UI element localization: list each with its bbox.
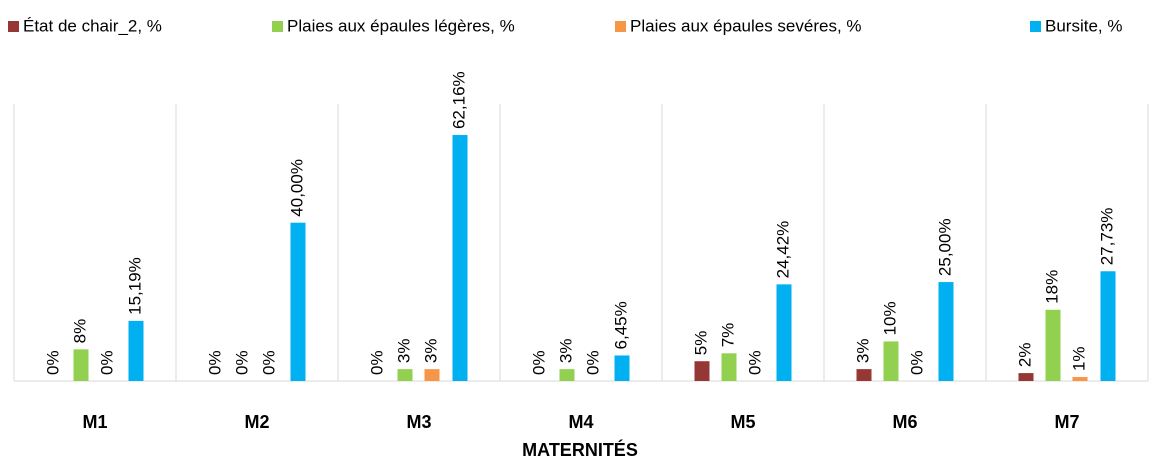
data-label: 5%: [691, 331, 710, 356]
data-label: 2%: [1015, 343, 1034, 368]
data-label: 15,19%: [125, 257, 144, 315]
bar: [128, 320, 144, 381]
data-label: 0%: [97, 350, 116, 375]
data-label: 27,73%: [1097, 208, 1116, 266]
data-label: 1%: [1069, 346, 1088, 371]
bar: [290, 222, 306, 381]
data-label: 24,42%: [773, 221, 792, 279]
data-label: 0%: [43, 350, 62, 375]
data-label: 0%: [232, 350, 251, 375]
data-label: 0%: [583, 350, 602, 375]
x-tick-label: M7: [1054, 412, 1079, 432]
legend-label: Plaies aux épaules sevéres, %: [630, 16, 862, 35]
data-label: 10%: [880, 301, 899, 335]
data-label: 8%: [70, 319, 89, 344]
bar: [73, 349, 89, 381]
x-tick-label: M3: [406, 412, 431, 432]
legend-swatch: [272, 21, 283, 32]
x-tick-label: M2: [244, 412, 269, 432]
data-label: 3%: [394, 339, 413, 364]
bar: [694, 361, 710, 381]
bar: [1072, 377, 1088, 381]
data-label: 6,45%: [611, 301, 630, 349]
data-label: 3%: [853, 339, 872, 364]
bar: [1045, 309, 1061, 381]
data-label: 3%: [556, 339, 575, 364]
x-tick-label: M5: [730, 412, 755, 432]
bar: [1018, 373, 1034, 381]
data-label: 0%: [367, 350, 386, 375]
legend-swatch: [8, 21, 19, 32]
data-label: 62,16%: [449, 71, 468, 129]
data-label: 7%: [718, 323, 737, 348]
bar: [776, 284, 792, 381]
bar: [721, 353, 737, 381]
data-label: 25,00%: [935, 218, 954, 276]
bar: [424, 369, 440, 381]
legend-label: Plaies aux épaules légères, %: [287, 16, 515, 35]
bar: [452, 135, 468, 381]
data-label: 0%: [529, 350, 548, 375]
x-tick-label: M1: [82, 412, 107, 432]
data-label: 0%: [259, 350, 278, 375]
legend-swatch: [615, 21, 626, 32]
x-tick-label: M6: [892, 412, 917, 432]
data-label: 0%: [205, 350, 224, 375]
legend-swatch: [1030, 21, 1041, 32]
bar: [559, 369, 575, 381]
x-axis-title: MATERNITÉS: [522, 439, 638, 460]
data-label: 0%: [745, 350, 764, 375]
data-label: 3%: [421, 339, 440, 364]
legend-label: Bursite, %: [1045, 16, 1122, 35]
bar: [938, 282, 954, 381]
bar: [397, 369, 413, 381]
data-label: 0%: [907, 350, 926, 375]
x-tick-label: M4: [568, 412, 593, 432]
data-label: 18%: [1042, 270, 1061, 304]
legend-label: État de chair_2, %: [23, 16, 162, 35]
bar: [883, 341, 899, 381]
data-label: 40,00%: [287, 159, 306, 217]
bar: [856, 369, 872, 381]
bar: [1100, 271, 1116, 381]
bar: [614, 355, 630, 381]
